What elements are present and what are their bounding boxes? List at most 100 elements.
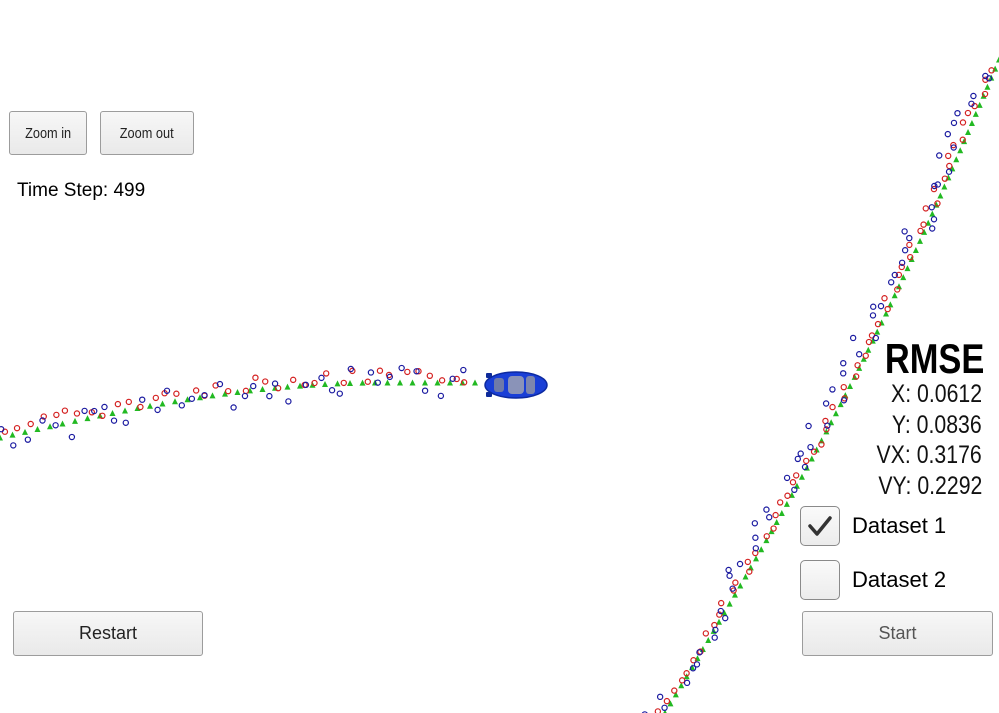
lidar-marker [803, 457, 810, 465]
lidar-marker [683, 670, 690, 677]
lidar-marker [894, 286, 901, 293]
ground-truth-marker [984, 83, 991, 90]
lidar-marker [173, 390, 180, 397]
rmse-vy-value: VY: 0.2292 [878, 472, 982, 500]
radar-marker [656, 693, 664, 701]
radar-marker [944, 130, 952, 138]
radar-marker [891, 271, 899, 279]
dataset-2-checkbox[interactable] [800, 560, 840, 600]
zoom-out-label: Zoom out [120, 124, 174, 142]
lidar-marker [934, 200, 941, 207]
lidar-marker [982, 76, 989, 83]
lidar-marker [898, 263, 905, 271]
radar-marker [829, 386, 836, 393]
lidar-marker [61, 407, 69, 414]
ground-truth-marker [778, 509, 785, 516]
rmse-title: RMSE [884, 335, 984, 382]
radar-marker [163, 387, 171, 394]
radar-marker [887, 279, 895, 286]
zoom-in-button[interactable]: Zoom in [9, 111, 87, 155]
lidar-marker [678, 677, 686, 684]
lidar-marker [941, 175, 949, 182]
dataset-2-label: Dataset 2 [852, 567, 947, 592]
radar-marker [982, 72, 989, 80]
lidar-marker [27, 420, 34, 428]
start-button[interactable]: Start [802, 611, 993, 656]
time-step-readout: Time Step: 499 [17, 180, 146, 201]
radar-marker [318, 374, 325, 382]
dataset-1-option[interactable]: Dataset 1 [800, 506, 946, 546]
lidar-marker [770, 525, 777, 532]
ground-truth-marker [297, 382, 303, 389]
lidar-marker [438, 377, 446, 384]
ground-truth-marker [921, 228, 928, 235]
dataset-1-label: Dataset 1 [852, 513, 947, 538]
lidar-marker [242, 387, 250, 395]
lidar-marker [262, 378, 269, 385]
ground-truth-marker [0, 434, 3, 441]
ground-truth-marker [459, 379, 466, 386]
radar-marker [347, 365, 355, 373]
zoom-in-label: Zoom in [24, 124, 72, 142]
ground-truth-marker [84, 415, 91, 422]
lidar-marker [732, 579, 739, 586]
radar-marker [791, 486, 798, 494]
ground-truth-marker [832, 410, 839, 417]
radar-marker [201, 391, 208, 399]
dataset-1-checkbox[interactable] [800, 506, 840, 546]
radar-marker [10, 442, 17, 449]
ground-truth-marker [953, 156, 960, 163]
ground-truth-marker [384, 379, 391, 386]
ground-truth-marker [887, 301, 894, 308]
lidar-marker [789, 479, 797, 486]
ground-truth-marker [147, 402, 153, 409]
lidar-marker [862, 352, 869, 359]
radar-marker [689, 665, 697, 672]
rmse-vx-value: VX: 0.3176 [876, 441, 982, 469]
radar-marker [266, 392, 273, 400]
ground-truth-marker [409, 379, 416, 386]
radar-marker [950, 144, 957, 151]
restart-label: Restart [78, 623, 138, 643]
radar-marker [722, 614, 729, 622]
ground-truth-marker [672, 691, 679, 698]
lidar-marker [829, 403, 836, 411]
ground-truth-marker [865, 346, 872, 353]
lidar-marker [654, 708, 662, 713]
trajectory-markers [0, 56, 999, 713]
ground-truth-marker [184, 396, 191, 403]
lidar-marker [906, 241, 913, 249]
radar-marker [726, 572, 733, 579]
ground-truth-marker [957, 147, 964, 154]
radar-marker [328, 387, 336, 394]
radar-marker [271, 380, 279, 387]
lidar-marker [453, 375, 460, 383]
lidar-marker [99, 412, 106, 420]
dataset-2-option[interactable]: Dataset 2 [800, 560, 946, 600]
radar-marker [449, 375, 456, 382]
lidar-marker [690, 657, 697, 664]
radar-marker [906, 234, 913, 242]
lidar-marker [946, 162, 953, 170]
zoom-out-button[interactable]: Zoom out [100, 111, 194, 155]
ground-truth-marker [900, 274, 907, 281]
ground-truth-marker [731, 591, 738, 598]
ground-truth-marker [773, 519, 780, 526]
lidar-marker [717, 599, 725, 607]
ground-truth-marker [9, 431, 16, 438]
ground-truth-marker [813, 446, 820, 453]
radar-marker [898, 259, 906, 266]
lidar-marker [959, 136, 966, 143]
radar-marker [870, 303, 877, 310]
radar-marker [661, 704, 668, 712]
radar-marker [68, 433, 76, 441]
restart-button[interactable]: Restart [13, 611, 203, 656]
ground-truth-marker [904, 265, 911, 272]
ground-truth-marker [976, 101, 983, 108]
radar-marker [641, 711, 648, 713]
radar-marker [241, 392, 249, 400]
radar-marker [930, 216, 938, 223]
lidar-marker [922, 205, 929, 212]
lidar-marker [274, 384, 282, 392]
